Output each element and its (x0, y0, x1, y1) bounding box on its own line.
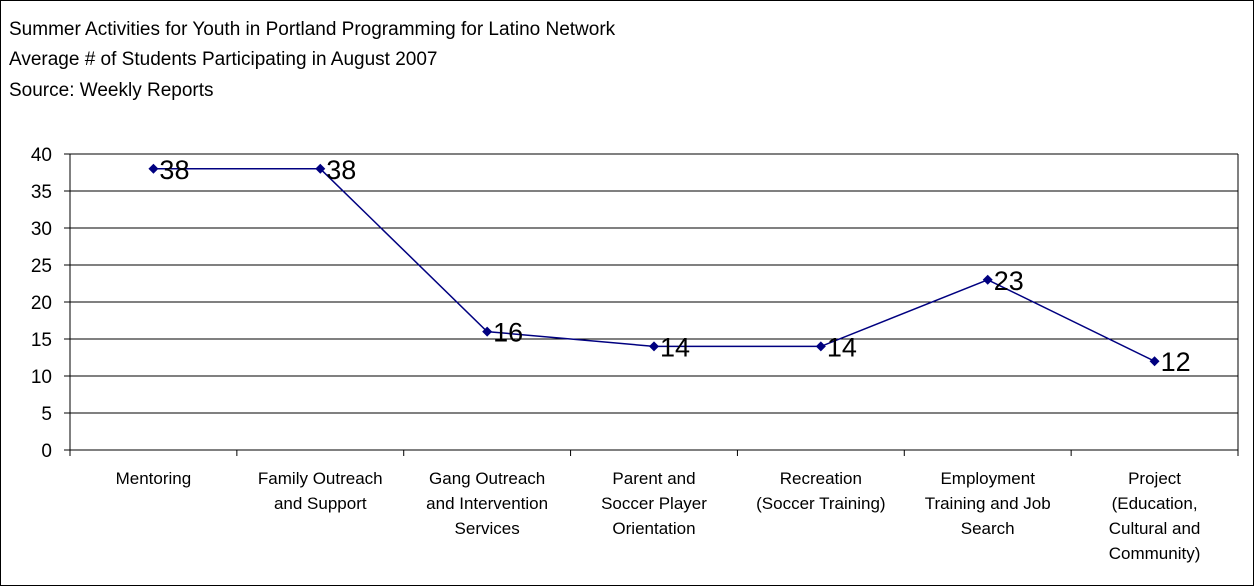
x-category-label: Family Outreach and Support (240, 466, 400, 516)
data-point-marker (815, 341, 826, 352)
data-label: 38 (326, 155, 356, 185)
chart-source: Source: Weekly Reports (9, 80, 214, 101)
y-tick-label: 0 (41, 441, 52, 462)
x-category-line: (Soccer Training) (756, 494, 886, 513)
x-category-label: Project (Education, Cultural and Community) (1075, 466, 1235, 566)
data-point-marker (1149, 356, 1160, 367)
x-category-line: Recreation (779, 469, 862, 488)
y-tick-label: 10 (31, 367, 52, 388)
x-category-line: Soccer Player (601, 494, 707, 513)
y-tick-label: 35 (31, 182, 52, 203)
x-category-line: Employment (940, 469, 1035, 488)
x-category-line: Search (960, 519, 1015, 538)
data-point-marker (315, 163, 326, 174)
data-label: 14 (660, 332, 690, 362)
x-category-line: Gang Outreach (429, 469, 546, 488)
chart-title: Summer Activities for Youth in Portland … (9, 19, 616, 40)
x-category-line: Mentoring (115, 469, 192, 488)
x-category-label: Mentoring (73, 466, 233, 491)
y-tick-label: 25 (31, 256, 52, 277)
data-point-marker (982, 274, 993, 285)
x-category-line: Services (454, 519, 520, 538)
data-point-marker (148, 163, 159, 174)
y-tick-label: 40 (31, 145, 52, 166)
y-tick-label: 5 (41, 404, 52, 425)
chart-subtitle: Average # of Students Participating in A… (9, 49, 438, 70)
data-point-marker (482, 326, 493, 337)
data-label: 23 (994, 266, 1024, 296)
x-category-line: and Intervention (426, 494, 549, 513)
data-label: 12 (1161, 347, 1191, 377)
x-category-line: Orientation (612, 519, 696, 538)
x-category-label: Parent and Soccer Player Orientation (574, 466, 734, 541)
x-category-line: Cultural and (1108, 519, 1201, 538)
data-point-marker (649, 341, 659, 352)
data-label: 16 (493, 318, 523, 348)
x-category-line: Community) (1108, 544, 1201, 563)
y-tick-label: 30 (31, 219, 52, 240)
x-category-label: Gang Outreach and Intervention Services (407, 466, 567, 541)
x-category-line: Parent and (612, 469, 696, 488)
x-category-line: Training and Job (924, 494, 1051, 513)
data-label: 38 (159, 155, 189, 185)
y-tick-label: 15 (31, 330, 52, 351)
y-tick-label: 20 (31, 293, 52, 314)
x-category-line: Family Outreach (257, 469, 383, 488)
x-category-line: (Education, (1111, 494, 1198, 513)
x-category-line: and Support (273, 494, 367, 513)
x-category-label: Recreation (Soccer Training) (741, 466, 901, 516)
x-category-label: Employment Training and Job Search (908, 466, 1068, 541)
x-category-line: Project (1128, 469, 1182, 488)
data-label: 14 (827, 332, 857, 362)
